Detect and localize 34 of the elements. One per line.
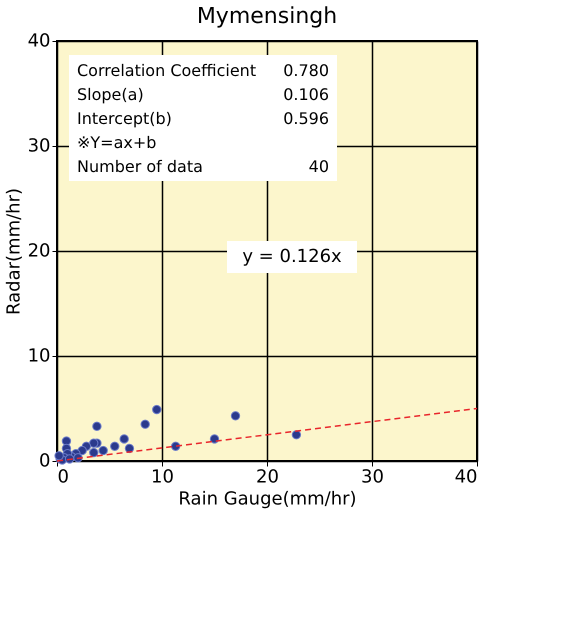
x-tick-label: 10	[151, 466, 174, 488]
y-tick-label: 10	[28, 346, 50, 366]
annotation: 0.780	[283, 61, 329, 80]
point	[98, 446, 108, 456]
point	[210, 434, 220, 444]
point	[89, 448, 98, 458]
point	[89, 438, 98, 448]
x-tick-label: 0	[58, 466, 69, 488]
x-tick-label: 30	[361, 466, 384, 488]
annotation: ※Y=ax+b	[77, 133, 156, 152]
point	[92, 422, 102, 432]
annotation: Intercept(b)	[77, 109, 172, 128]
annotation: Slope(a)	[77, 85, 144, 104]
annotation: Number of data	[77, 157, 203, 176]
x-tick-label: 20	[256, 466, 279, 488]
annotation: y = 0.126x	[242, 246, 342, 267]
point	[292, 430, 302, 440]
point	[140, 420, 150, 429]
annotation: 0.106	[283, 85, 329, 104]
x-tick-label: 40	[454, 466, 478, 488]
y-tick-label: 30	[28, 136, 50, 156]
point	[230, 411, 240, 421]
point	[120, 434, 129, 444]
y-tick-label: 40	[28, 30, 50, 52]
chart-title: Mymensingh	[196, 4, 338, 29]
y-axis-title: Radar(mm/hr)	[4, 188, 25, 315]
point	[110, 442, 120, 451]
y-tick-label: 0	[39, 450, 50, 472]
x-axis-title: Rain Gauge(mm/hr)	[178, 488, 357, 510]
annotation: 0.596	[283, 109, 329, 128]
annotation: 40	[308, 157, 329, 176]
point	[152, 404, 162, 414]
y-tick-label: 20	[28, 240, 50, 262]
annotation: Correlation Coefficient	[77, 61, 256, 80]
